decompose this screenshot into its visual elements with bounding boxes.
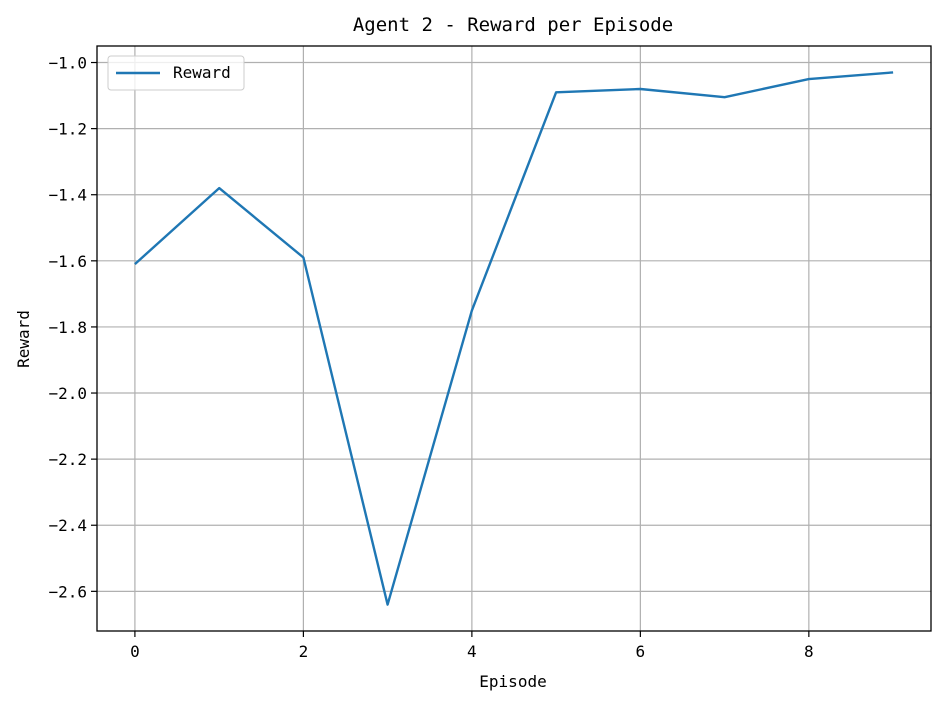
y-tick-label: −2.4 bbox=[48, 516, 87, 535]
y-tick-label: −2.0 bbox=[48, 384, 87, 403]
grid bbox=[97, 46, 931, 631]
legend-label-reward: Reward bbox=[173, 63, 231, 82]
y-axis: −1.0 −1.2 −1.4 −1.6 −1.8 −2.0 −2.2 −2.4 −2.6 bbox=[48, 54, 97, 601]
x-tick-label: 6 bbox=[636, 642, 646, 661]
legend-box bbox=[107, 55, 245, 91]
series-layer bbox=[134, 71, 894, 606]
chart-title: Agent 2 - Reward per Episode bbox=[353, 14, 673, 36]
y-tick-label: −2.2 bbox=[48, 450, 87, 469]
x-tick-label: 8 bbox=[804, 642, 814, 661]
y-tick-label: −1.2 bbox=[48, 120, 87, 139]
y-tick-label: −1.6 bbox=[48, 252, 87, 271]
y-tick-label: −2.6 bbox=[48, 582, 87, 601]
x-tick-label: 0 bbox=[130, 642, 140, 661]
y-axis-label: Reward bbox=[14, 310, 33, 368]
x-axis: 0 2 4 6 8 bbox=[130, 631, 814, 661]
y-tick-label: −1.0 bbox=[48, 54, 87, 73]
plot-frame bbox=[96, 45, 932, 632]
x-axis-label: Episode bbox=[479, 672, 546, 691]
legend: Reward bbox=[107, 55, 245, 91]
series-line-reward bbox=[134, 71, 894, 606]
x-tick-label: 4 bbox=[467, 642, 477, 661]
y-tick-label: −1.8 bbox=[48, 318, 87, 337]
y-tick-label: −1.4 bbox=[48, 186, 87, 205]
x-tick-label: 2 bbox=[299, 642, 309, 661]
